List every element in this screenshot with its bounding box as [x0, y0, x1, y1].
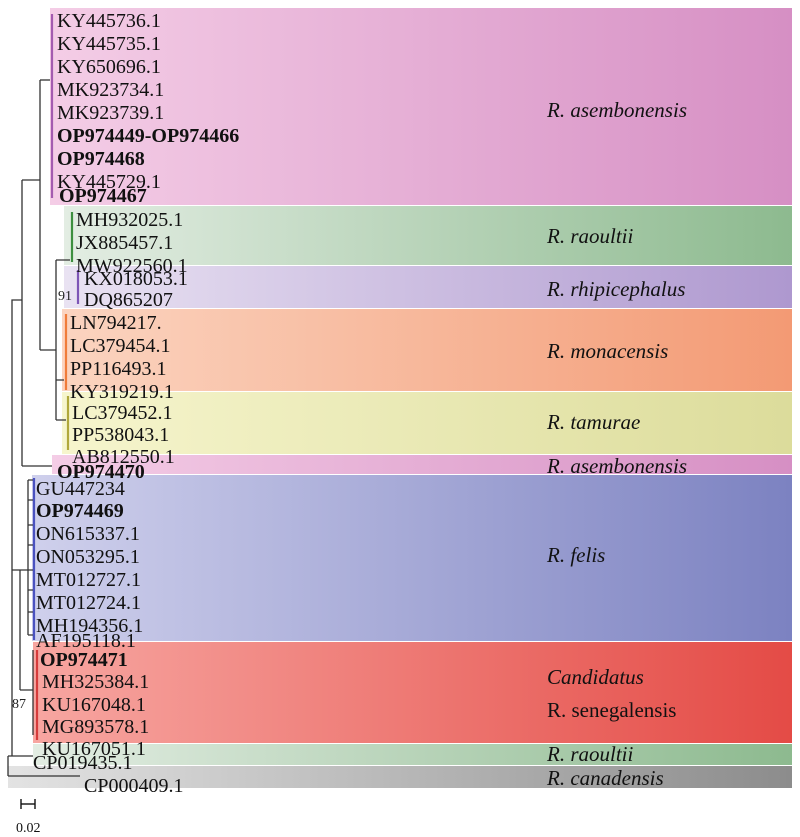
taxon-label: KY445736.1 [57, 10, 161, 32]
clade-band-raoultii-2 [33, 744, 792, 765]
branch [56, 259, 70, 421]
taxon-label: LC379454.1 [70, 335, 171, 357]
clade-band-felis [32, 475, 792, 641]
branch [28, 479, 34, 636]
clade-bands [8, 8, 792, 788]
taxon-label: CP000409.1 [84, 775, 183, 797]
taxon-labels: KY445736.1KY445735.1KY650696.1MK923734.1… [33, 10, 239, 797]
clade-label-asembonensis-2: R. asembonensis [546, 454, 687, 478]
clade-band-canadensis [8, 766, 792, 788]
taxon-label: DQ865207 [84, 289, 173, 311]
taxon-label: LN794217. [70, 312, 162, 334]
branch [12, 569, 21, 690]
taxon-label: ON053295.1 [36, 546, 140, 568]
taxon-label: MH325384.1 [42, 671, 149, 693]
branch [20, 480, 29, 635]
taxon-label: KY445729.1 [57, 171, 161, 193]
taxon-label: KY319219.1 [70, 381, 174, 403]
bootstrap-value: 87 [12, 697, 26, 712]
taxon-label: MK923739.1 [57, 102, 164, 124]
clade-label-senegalensis-line2: R. senegalensis [547, 698, 676, 722]
taxon-label: OP974468 [57, 148, 145, 170]
taxon-label: ON615337.1 [36, 523, 140, 545]
clade-band-monacensis [62, 309, 792, 391]
branch [7, 756, 80, 777]
taxon-label: GU447234 [36, 478, 125, 500]
taxon-label: OP974469 [36, 500, 124, 522]
clade-label-monacensis: R. monacensis [546, 339, 668, 363]
taxon-label: KU167051.1 [42, 738, 146, 760]
clade-label-raoultii-2: R. raoultii [546, 742, 634, 766]
taxon-label: CP019435.1 [33, 752, 132, 774]
branch [22, 80, 41, 350]
taxon-label: MG893578.1 [42, 716, 149, 738]
clade-band-senegalensis [33, 642, 792, 743]
branch [11, 299, 22, 570]
taxon-label: AB812550.1 [72, 446, 175, 468]
clade-label-raoultii-1: R. raoultii [546, 224, 634, 248]
clade-label-rhipicephalus: R. rhipicephalus [546, 277, 685, 301]
taxon-label: OP974471 [40, 649, 128, 671]
taxon-label: KX018053.1 [84, 268, 188, 290]
taxon-label: MW922560.1 [76, 255, 188, 277]
clade-band-raoultii-1 [64, 206, 792, 265]
taxon-label: MT012724.1 [36, 592, 141, 614]
taxon-label: MH932025.1 [76, 209, 183, 231]
clade-label-senegalensis: Candidatus [547, 665, 644, 689]
clade-label-tamurae: R. tamurae [546, 410, 640, 434]
clade-band-tamurae [62, 392, 792, 454]
taxon-label: MH194356.1 [36, 615, 143, 637]
taxon-label: PP538043.1 [72, 424, 169, 446]
taxon-label: OP974467 [59, 185, 147, 207]
taxon-label: OP974470 [57, 461, 145, 483]
taxon-label: LC379452.1 [72, 402, 173, 424]
taxon-label: PP116493.1 [70, 358, 167, 380]
taxon-label: AF195118.1 [36, 630, 136, 652]
taxon-label: OP974449-OP974466 [57, 125, 239, 147]
branch [40, 260, 57, 420]
clade-band-rhipicephalus [64, 266, 792, 308]
tree-branches [7, 14, 80, 777]
scale-bar: 0.02 [16, 799, 41, 836]
clade-labels: R. asembonensis R. raoultii R. rhipicephal… [546, 98, 687, 790]
clade-label-asembonensis-1: R. asembonensis [546, 98, 687, 122]
taxon-label: KU167048.1 [42, 694, 146, 716]
bootstrap-values: 91 87 [12, 289, 72, 712]
scale-bar-label: 0.02 [16, 821, 41, 836]
taxon-label: MT012727.1 [36, 569, 141, 591]
clade-band-asembonensis-2 [52, 455, 792, 474]
taxon-label: MK923734.1 [57, 79, 164, 101]
taxon-label: JX885457.1 [76, 232, 173, 254]
taxon-label: KY445735.1 [57, 33, 161, 55]
clade-band-asembonensis-1 [50, 8, 792, 205]
taxon-label: KY650696.1 [57, 56, 161, 78]
branch [8, 570, 13, 757]
bootstrap-value: 91 [58, 289, 72, 304]
clade-label-felis: R. felis [546, 543, 605, 567]
branch [20, 650, 34, 735]
clade-label-canadensis: R. canadensis [546, 766, 664, 790]
